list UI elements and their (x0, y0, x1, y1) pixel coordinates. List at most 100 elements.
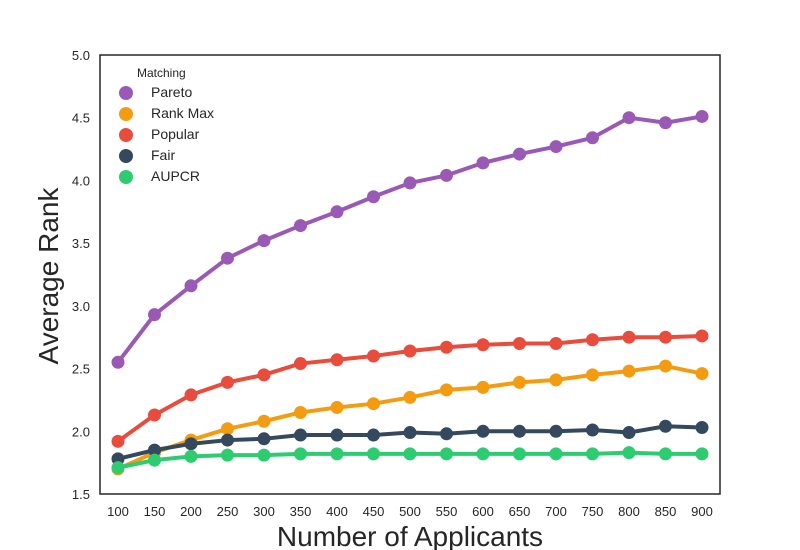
data-point (257, 432, 271, 446)
x-tick-label: 400 (326, 504, 348, 519)
y-tick-label: 1.5 (72, 487, 90, 502)
x-tick-label: 900 (691, 504, 713, 519)
data-point (549, 336, 563, 350)
data-point (184, 388, 198, 402)
data-point (330, 205, 344, 219)
data-point (221, 422, 234, 436)
data-point (586, 368, 599, 382)
legend-label: Rank Max (151, 105, 214, 121)
data-point (513, 424, 526, 438)
x-tick-label: 650 (509, 504, 531, 519)
x-tick-label: 800 (618, 504, 640, 519)
data-point (294, 357, 307, 371)
series-aupcr (111, 446, 709, 475)
data-point (622, 364, 636, 378)
x-tick-label: 850 (655, 504, 677, 519)
data-point (367, 190, 380, 204)
data-point (659, 359, 672, 373)
data-point (148, 408, 161, 422)
data-point (586, 333, 599, 347)
data-point (476, 156, 490, 170)
data-point (294, 219, 307, 233)
x-tick-label: 550 (436, 504, 458, 519)
y-tick-label: 2.0 (72, 424, 90, 439)
x-tick-label: 600 (472, 504, 494, 519)
data-point (257, 414, 271, 428)
data-point (330, 400, 344, 414)
data-point (111, 461, 125, 475)
y-axis-label: Average Rank (33, 187, 64, 365)
x-tick-label: 100 (107, 504, 129, 519)
y-tick-label: 2.5 (72, 362, 90, 377)
data-point (330, 428, 344, 442)
legend-label: AUPCR (151, 168, 200, 184)
y-tick-label: 3.0 (72, 299, 90, 314)
series-rank-max (111, 359, 709, 476)
legend-label: Fair (151, 147, 175, 163)
data-point (440, 383, 453, 397)
data-point (221, 433, 234, 447)
y-tick-label: 3.5 (72, 236, 90, 251)
legend-item: Fair (119, 147, 175, 163)
x-tick-label: 450 (363, 504, 385, 519)
legend-marker (119, 149, 133, 163)
data-point (440, 340, 453, 354)
legend-label: Pareto (151, 84, 192, 100)
legend-item: Rank Max (119, 105, 214, 121)
y-tick-label: 5.0 (72, 48, 90, 63)
data-point (513, 375, 526, 389)
data-point (221, 251, 234, 265)
series-layer (111, 109, 709, 476)
data-point (257, 234, 271, 248)
data-point (549, 424, 563, 438)
data-point (294, 447, 307, 461)
data-point (403, 426, 417, 440)
series-pareto (111, 109, 709, 369)
x-tick-label: 700 (545, 504, 567, 519)
data-point (476, 380, 490, 394)
data-point (513, 447, 526, 461)
data-point (111, 434, 125, 448)
data-point (622, 330, 636, 344)
data-point (111, 355, 125, 369)
legend: Matching Pareto Rank Max Popular Fair AUPCR (119, 66, 214, 184)
x-tick-label: 150 (144, 504, 166, 519)
data-point (586, 447, 599, 461)
data-point (367, 447, 380, 461)
legend-label: Popular (151, 126, 200, 142)
legend-item: Pareto (119, 84, 192, 100)
x-tick-label: 250 (217, 504, 239, 519)
data-point (659, 330, 672, 344)
data-point (367, 349, 380, 363)
data-point (622, 446, 636, 460)
series-line (116, 114, 704, 365)
data-point (622, 426, 636, 440)
legend-item: AUPCR (119, 168, 200, 184)
data-point (586, 131, 599, 145)
data-point (476, 447, 490, 461)
data-point (659, 419, 672, 433)
data-point (294, 428, 307, 442)
data-point (695, 367, 709, 381)
data-point (659, 116, 672, 130)
legend-marker (119, 107, 133, 121)
legend-item: Popular (119, 126, 200, 142)
data-point (659, 447, 672, 461)
data-point (513, 147, 526, 161)
data-point (330, 353, 344, 367)
data-point (549, 373, 563, 387)
x-tick-label: 300 (253, 504, 275, 519)
data-point (476, 338, 490, 352)
data-point (403, 390, 417, 404)
y-tick-label: 4.0 (72, 173, 90, 188)
data-point (184, 449, 198, 463)
data-point (513, 336, 526, 350)
series-fair (111, 419, 709, 466)
data-point (367, 428, 380, 442)
data-point (549, 140, 563, 154)
legend-marker (119, 86, 133, 100)
data-point (221, 448, 234, 462)
legend-items: Pareto Rank Max Popular Fair AUPCR (119, 84, 214, 184)
x-axis-ticks: 100 150 200 250 300 350 400 450 500 550 600 650 700 7… (107, 504, 713, 519)
